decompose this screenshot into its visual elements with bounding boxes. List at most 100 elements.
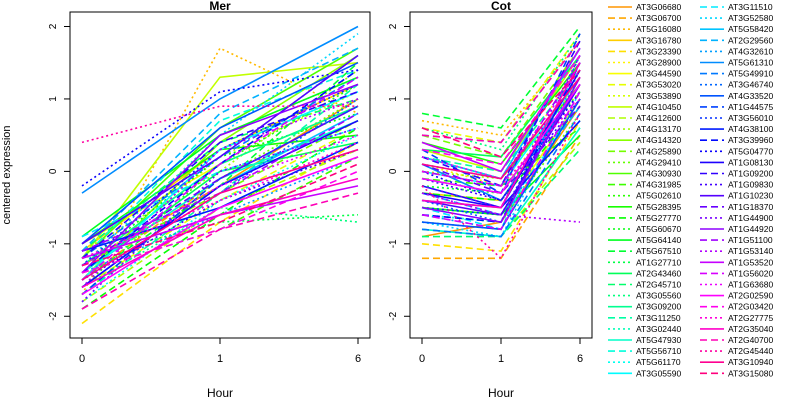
legend-label-at4g32610: AT4G32610 xyxy=(728,46,773,56)
legend-label-at3g05590: AT3G05590 xyxy=(636,368,681,378)
legend-label-at5g49910: AT5G49910 xyxy=(728,69,773,79)
legend-label-at1g51100: AT1G51100 xyxy=(728,235,773,245)
y-tick-label: -2 xyxy=(388,311,399,320)
series-line-mer-at1g18370 xyxy=(81,105,359,267)
legend-label-at3g05560: AT3G05560 xyxy=(636,291,681,301)
legend-label-at1g27710: AT1G27710 xyxy=(636,257,681,267)
series-line-mer-at4g10450 xyxy=(81,61,359,259)
legend-label-at4g12600: AT4G12600 xyxy=(636,113,681,123)
series-line-mer-at5g04770 xyxy=(81,69,359,187)
legend-label-at5g16080: AT5G16080 xyxy=(636,24,681,34)
legend-label-at1g53140: AT1G53140 xyxy=(728,246,773,256)
series-line-mer-at1g44920 xyxy=(81,83,359,274)
legend-label-at4g33520: AT4G33520 xyxy=(728,91,773,101)
legend-label-at1g08130: AT1G08130 xyxy=(728,157,773,167)
y-tick-label: -2 xyxy=(48,311,59,320)
legend-label-at4g13170: AT4G13170 xyxy=(636,124,681,134)
legend-label-at3g56010: AT3G56010 xyxy=(728,113,773,123)
legend-label-at5g56710: AT5G56710 xyxy=(636,346,681,356)
legend-label-at3g28900: AT3G28900 xyxy=(636,58,681,68)
series-line-mer-at1g10230 xyxy=(81,54,359,245)
legend-label-at1g44920: AT1G44920 xyxy=(728,224,773,234)
series-line-mer-at4g13170 xyxy=(81,69,359,252)
legend-label-at3g11510: AT3G11510 xyxy=(728,2,773,12)
legend-label-at4g29410: AT4G29410 xyxy=(636,157,681,167)
series-line-cot-at5g49910 xyxy=(421,112,581,238)
legend-label-at5g04770: AT5G04770 xyxy=(728,146,773,156)
legend-label-at2g45440: AT2G45440 xyxy=(728,346,773,356)
legend-label-at3g53020: AT3G53020 xyxy=(636,80,681,90)
series-line-mer-at5g61170 xyxy=(81,134,359,303)
y-tick-label: 0 xyxy=(48,168,59,174)
x-tick-label: 6 xyxy=(355,353,361,365)
series-line-mer-at2g40700 xyxy=(81,192,359,310)
series-line-cot-at1g09200 xyxy=(421,40,581,187)
series-line-cot-at3g05560 xyxy=(421,33,581,151)
legend-label-at1g63680: AT1G63680 xyxy=(728,280,773,290)
y-tick-label: 1 xyxy=(388,96,399,102)
legend-label-at3g44590: AT3G44590 xyxy=(636,69,681,79)
legend-label-at1g09200: AT1G09200 xyxy=(728,169,773,179)
series-line-cot-at2g27775 xyxy=(421,98,581,187)
y-tick-label: 2 xyxy=(48,23,59,29)
x-tick-label: 1 xyxy=(498,353,504,365)
legend-label-at2g43460: AT2G43460 xyxy=(636,268,681,278)
series-line-cot-at2g45440 xyxy=(421,113,581,260)
y-tick-label: 1 xyxy=(48,96,59,102)
series-line-mer-at3g15080 xyxy=(81,163,359,267)
y-tick-label: 2 xyxy=(388,23,399,29)
series-line-cot-at1g53520 xyxy=(421,47,581,173)
series-line-cot-at3g10940 xyxy=(421,76,581,180)
series-line-mer-at2g45710 xyxy=(81,98,359,252)
legend-label-at3g06680: AT3G06680 xyxy=(636,2,681,12)
legend-label-at1g44575: AT1G44575 xyxy=(728,102,773,112)
series-line-mer-at2g02590 xyxy=(81,156,359,296)
x-tick-label: 0 xyxy=(79,353,85,365)
series-line-mer-at1g09200 xyxy=(81,90,359,259)
series-line-mer-at4g33520 xyxy=(81,61,359,245)
series-line-mer-at5g61310 xyxy=(81,25,359,194)
legend-label-at5g67510: AT5G67510 xyxy=(636,246,681,256)
legend-label-at5g27770: AT5G27770 xyxy=(636,213,681,223)
series-line-mer-at1g44575 xyxy=(81,105,359,296)
series-line-cot-at2g03420 xyxy=(421,55,581,165)
legend-label-at2g40700: AT2G40700 xyxy=(728,335,773,345)
series-line-cot-at1g09830 xyxy=(421,98,581,202)
legend-label-at5g61310: AT5G61310 xyxy=(728,58,773,68)
legend-label-at4g25890: AT4G25890 xyxy=(636,146,681,156)
legend-label-at1g09830: AT1G09830 xyxy=(728,180,773,190)
legend-label-at3g16780: AT3G16780 xyxy=(636,35,681,45)
series-line-cot-at3g15080 xyxy=(421,69,581,158)
legend-label-at3g52580: AT3G52580 xyxy=(728,13,773,23)
panel-title-mer: Mer xyxy=(209,0,231,13)
legend-label-at2g29560: AT2G29560 xyxy=(728,35,773,45)
x-axis-label-0: Hour xyxy=(207,386,233,400)
series-line-cot-at1g44920 xyxy=(421,76,581,223)
legend-label-at3g46740: AT3G46740 xyxy=(728,80,773,90)
legend-label-at5g64140: AT5G64140 xyxy=(636,235,681,245)
legend-label-at3g10940: AT3G10940 xyxy=(728,357,773,367)
legend-label-at5g47930: AT5G47930 xyxy=(636,335,681,345)
y-tick-label: 0 xyxy=(388,168,399,174)
series-line-cot-at2g02590 xyxy=(421,83,581,194)
series-line-mer-at1g44900 xyxy=(81,127,359,303)
x-tick-label: 1 xyxy=(217,353,223,365)
series-line-cot-at3g06700 xyxy=(422,134,581,260)
legend-label-at5g61170: AT5G61170 xyxy=(636,357,681,367)
legend-label-at4g31985: AT4G31985 xyxy=(636,180,681,190)
x-tick-label: 0 xyxy=(419,353,425,365)
legend-label-at2g35040: AT2G35040 xyxy=(728,324,773,334)
legend-label-at3g02440: AT3G02440 xyxy=(636,324,681,334)
legend-label-at1g56020: AT1G56020 xyxy=(728,268,773,278)
legend-label-at3g15080: AT3G15080 xyxy=(728,368,773,378)
legend-label-at5g60670: AT5G60670 xyxy=(636,224,681,234)
legend-label-at1g18370: AT1G18370 xyxy=(728,202,773,212)
legend-label-at5g58420: AT5G58420 xyxy=(728,24,773,34)
legend-label-at1g10230: AT1G10230 xyxy=(728,191,773,201)
y-tick-label: -1 xyxy=(388,239,399,248)
legend-label-at4g10450: AT4G10450 xyxy=(636,102,681,112)
series-line-mer-at3g05560 xyxy=(81,206,359,288)
legend-label-at1g53520: AT1G53520 xyxy=(728,257,773,267)
